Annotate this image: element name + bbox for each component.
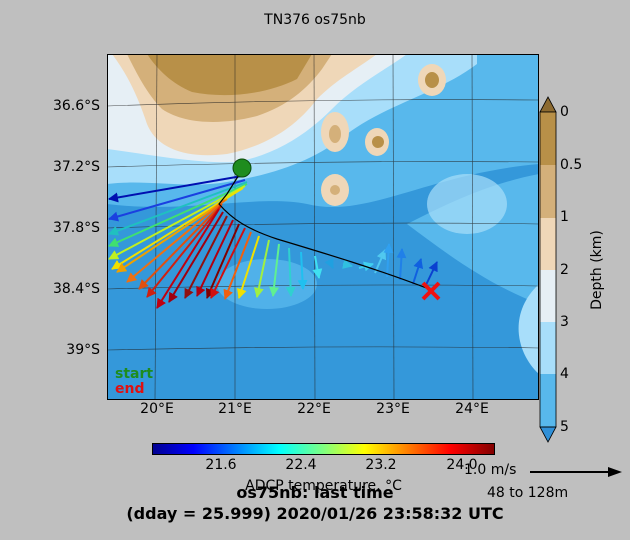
graticule <box>107 54 539 400</box>
depth-colorbar <box>539 96 557 443</box>
depth-tick-2: 1 <box>560 209 569 225</box>
scale-arrow <box>530 467 622 477</box>
map-area[interactable] <box>107 54 539 400</box>
depth-tick-0: 0 <box>560 104 569 120</box>
depth-tick-1: 0.5 <box>560 157 583 173</box>
land <box>147 54 312 96</box>
lat-tick-5: 39°S <box>66 342 100 358</box>
temperature-colorbar <box>152 443 495 455</box>
lon-tick-2: 21°E <box>218 401 252 417</box>
legend-end: end <box>115 381 145 397</box>
plot-title: TN376 os75nb <box>264 12 366 28</box>
scale-speed: 1.0 m/s <box>464 462 517 478</box>
ship-track <box>218 169 430 290</box>
lat-tick-4: 38.4°S <box>52 281 100 297</box>
lat-tick-1: 36.6°S <box>52 98 100 114</box>
lat-tick-3: 37.8°S <box>52 220 100 236</box>
footer-line-2: (dday = 25.999) 2020/01/26 23:58:32 UTC <box>126 504 504 523</box>
temp-tick-1: 21.6 <box>205 457 237 473</box>
lon-tick-1: 20°E <box>140 401 174 417</box>
depth-tick-5: 4 <box>560 366 569 382</box>
depth-tick-3: 2 <box>560 262 569 278</box>
lat-tick-2: 37.2°S <box>52 159 100 175</box>
start-marker <box>232 158 252 178</box>
velocity-vectors <box>108 175 438 309</box>
lon-tick-5: 24°E <box>455 401 489 417</box>
depth-tick-4: 3 <box>560 314 569 330</box>
scale-depth-range: 48 to 128m <box>487 485 569 501</box>
lon-tick-3: 22°E <box>297 401 331 417</box>
depth-tick-6: 5 <box>560 419 569 435</box>
temperature-colorbar-label: ADCP temperature, °C <box>245 478 402 494</box>
legend-start: start <box>115 366 154 382</box>
depth-colorbar-label: Depth (km) <box>589 230 605 310</box>
end-marker <box>421 281 441 301</box>
lon-tick-4: 23°E <box>376 401 410 417</box>
temp-tick-3: 23.2 <box>365 457 397 473</box>
temp-tick-4: 24.0 <box>446 457 478 473</box>
footer-line-1: os75nb: last time <box>236 483 394 502</box>
temp-tick-2: 22.4 <box>285 457 317 473</box>
